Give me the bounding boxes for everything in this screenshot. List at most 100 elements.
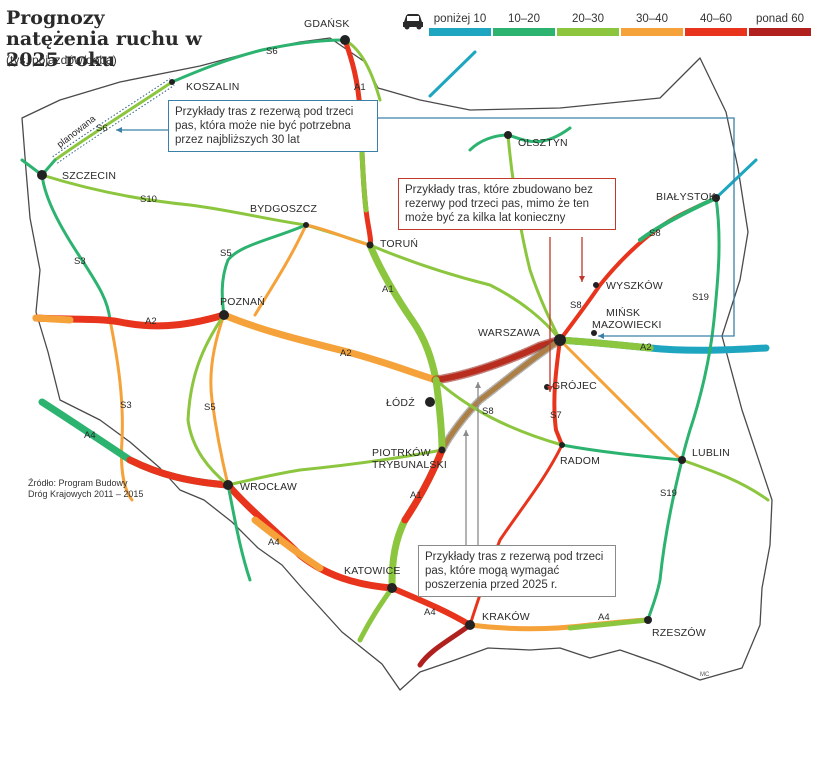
- road-labels: S6 A1 S6 S10 S3 S5 A2 A1 A2 S8 S8 S19 S3…: [55, 46, 709, 623]
- road-label: S10: [140, 194, 157, 205]
- road-torun-warszawa: [368, 243, 562, 342]
- road-s8-bialystok: [638, 196, 718, 242]
- road-label: S19: [660, 488, 677, 499]
- road-s3-south: [108, 318, 134, 502]
- road-s6-coast: [170, 38, 347, 84]
- city-label: KOSZALIN: [186, 81, 240, 93]
- legend: poniżej 10 10–20 20–30 30–40 40–60 ponad 60: [398, 6, 812, 36]
- city-dot-piotrkow: [438, 446, 446, 454]
- city-dot-warszawa: [554, 334, 566, 346]
- source-note: Źródło: Program Budowy Dróg Krajowych 20…: [28, 478, 144, 499]
- road-label: S5: [220, 248, 232, 259]
- road-a4-east-green: [567, 617, 651, 631]
- road-gdansk-northeast: [343, 38, 382, 102]
- callout-connectors: [116, 117, 735, 545]
- road-a4-katowice-krakow: [389, 585, 473, 628]
- road-reserve-outline: [431, 335, 565, 385]
- road-label: S8: [649, 228, 661, 239]
- road-s3-north: [40, 173, 112, 322]
- road-label: A2: [640, 342, 652, 353]
- legend-item: poniżej 10: [428, 13, 492, 36]
- road-label: A1: [354, 82, 366, 93]
- city-dot-minsk: [591, 330, 597, 336]
- road-lublin-east: [680, 458, 770, 502]
- city-label: WROCŁAW: [240, 481, 297, 493]
- road-s19-south: [646, 458, 684, 622]
- city-labels: GDAŃSK KOSZALIN SZCZECIN OLSZTYN BYDGOSZ…: [62, 17, 730, 639]
- city-label: WARSZAWA: [478, 327, 540, 339]
- legend-swatch: [621, 28, 683, 36]
- legend-swatch: [493, 28, 555, 36]
- city-label: TORUŃ: [380, 237, 418, 250]
- city-label: POZNAŃ: [220, 295, 265, 308]
- legend-swatch: [557, 28, 619, 36]
- city-dot-lublin: [678, 456, 686, 464]
- road-label: S6: [266, 46, 278, 57]
- road-s7-north: [552, 338, 564, 447]
- city-label: ŁÓDŹ: [386, 396, 415, 409]
- city-label: TRYBUNALSKI: [372, 459, 447, 471]
- road-katowice-south: [357, 585, 395, 643]
- road-label: A2: [340, 348, 352, 359]
- road-label: S6: [96, 123, 108, 134]
- road-s10: [40, 173, 372, 247]
- legend-item: 40–60: [684, 13, 748, 36]
- city-dot-bydgoszcz: [303, 222, 309, 228]
- road-label: A1: [410, 490, 422, 501]
- legend-item: 10–20: [492, 13, 556, 36]
- city-label: BYDGOSZCZ: [250, 203, 318, 215]
- callout-no-reserve: Przykłady tras, które zbudowano bez reze…: [398, 178, 616, 230]
- legend-swatch: [749, 28, 811, 36]
- legend-swatch: [429, 28, 491, 36]
- road-s19: [680, 196, 721, 462]
- city-label: PIOTRKÓW: [372, 446, 431, 459]
- road-lodz-radom: [434, 378, 564, 447]
- legend-items: poniżej 10 10–20 20–30 30–40 40–60 ponad 60: [428, 13, 812, 36]
- road-label: A4: [424, 607, 436, 618]
- road-poznan-wroclaw: [186, 313, 230, 487]
- city-dot-bialystok: [712, 194, 720, 202]
- road-label: S19: [692, 292, 709, 303]
- road-label: A4: [84, 430, 96, 441]
- road-label: A1: [382, 284, 394, 295]
- road-wroclaw-south: [226, 483, 252, 582]
- road-a1-torun-lodz: [366, 241, 440, 384]
- city-dot-krakow: [465, 620, 475, 630]
- city-dot-gdansk: [340, 35, 350, 45]
- city-label: RADOM: [560, 455, 600, 467]
- car-icon: [398, 6, 428, 36]
- city-dots: [37, 35, 720, 630]
- city-label: KATOWICE: [344, 565, 401, 577]
- road-label: A2: [145, 316, 157, 327]
- legend-label: 30–40: [636, 13, 668, 25]
- map-subtitle: (tys. pojazdów/doba): [6, 53, 117, 67]
- legend-item: 30–40: [620, 13, 684, 36]
- legend-label: poniżej 10: [433, 13, 487, 25]
- legend-swatch: [685, 28, 747, 36]
- road-s5-north: [220, 223, 308, 317]
- planned-road-s6: [52, 78, 175, 164]
- city-dot-szczecin: [37, 170, 47, 180]
- city-dot-olsztyn: [504, 131, 512, 139]
- road-radom-lublin: [560, 443, 684, 462]
- legend-label: ponad 60: [756, 13, 804, 25]
- road-a2-central: [220, 311, 440, 384]
- road-warszawa-lublin: [558, 338, 684, 462]
- legend-label: 40–60: [700, 13, 732, 25]
- city-label: GDAŃSK: [304, 17, 350, 30]
- road-top-teal: [428, 50, 477, 98]
- city-label: SZCZECIN: [62, 170, 116, 182]
- legend-item: 20–30: [556, 13, 620, 36]
- city-dot-poznan: [219, 310, 229, 320]
- callout-reserve-not-needed: Przykłady tras z rezerwą pod trzeci pas,…: [168, 100, 378, 152]
- road-s8-reserve: [438, 336, 564, 454]
- road-s5-south: [209, 313, 230, 487]
- city-dot-koszalin: [169, 79, 175, 85]
- city-label: OLSZTYN: [518, 137, 568, 149]
- road-bydgoszcz-torun: [304, 223, 372, 247]
- city-label: LUBLIN: [692, 447, 730, 459]
- city-dot-lodz: [425, 397, 435, 407]
- city-label: MAZOWIECKI: [592, 319, 662, 331]
- legend-label: 20–30: [572, 13, 604, 25]
